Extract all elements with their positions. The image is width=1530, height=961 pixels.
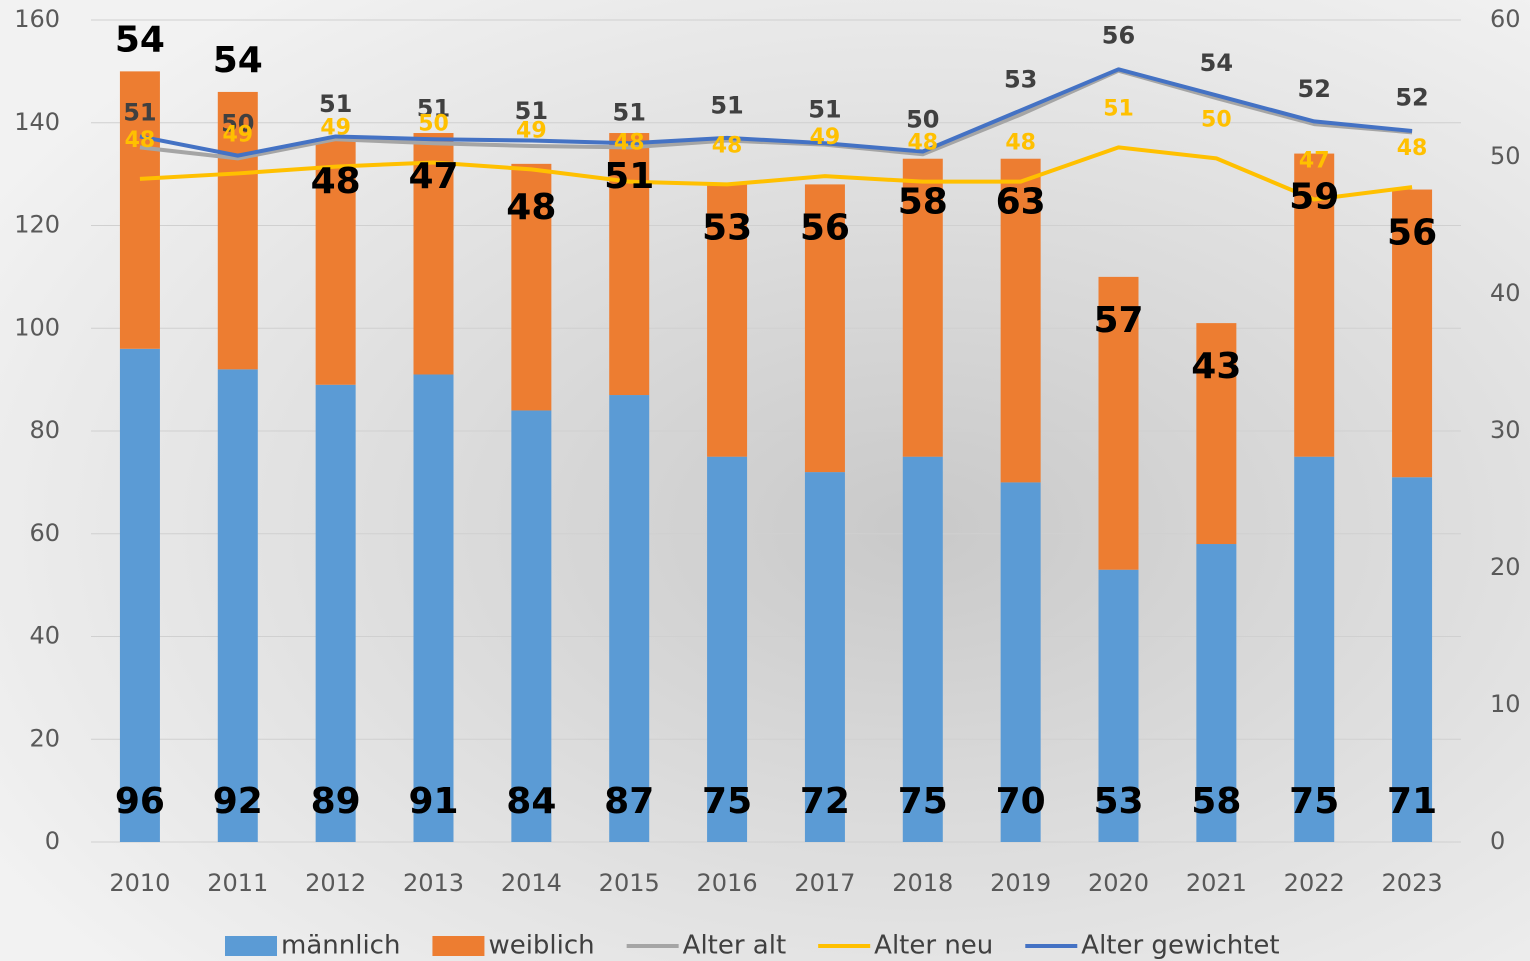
y-tick-label: 40 [29,622,60,650]
y-tick-label: 60 [29,519,60,547]
x-tick-label: 2021 [1186,869,1247,897]
line-label: 51 [808,96,841,124]
bar-label: 84 [506,781,556,822]
line-label: 51 [710,92,743,120]
bar-label: 89 [311,781,361,822]
line-label: 48 [907,131,938,156]
x-tick-label: 2015 [599,869,660,897]
legend-swatch [432,936,484,956]
bar-label: 43 [1191,346,1241,387]
line-label: 49 [516,118,547,143]
x-tick-label: 2012 [305,869,366,897]
x-tick-label: 2017 [794,869,855,897]
line-label: 49 [810,125,841,150]
bar-label: 56 [1387,213,1437,254]
x-tick-label: 2020 [1088,869,1149,897]
bar-label: 53 [702,207,752,248]
y-tick-label: 160 [14,5,60,33]
bar-label: 72 [800,781,850,822]
y2-tick-label: 0 [1490,827,1505,855]
line-label: 47 [1299,148,1330,173]
y-tick-label: 100 [14,313,60,341]
y2-tick-label: 60 [1490,5,1521,33]
x-tick-label: 2013 [403,869,464,897]
x-tick-label: 2018 [892,869,953,897]
bar-label: 75 [1289,781,1339,822]
bar [511,410,551,842]
line-label: 51 [319,90,352,118]
y2-tick-label: 30 [1490,416,1521,444]
bar-label: 54 [213,40,263,81]
bar-label: 57 [1093,300,1143,341]
line-label: 51 [1103,96,1134,121]
bar [414,374,454,842]
x-tick-label: 2022 [1284,869,1345,897]
line-label: 48 [125,128,156,153]
bar [218,369,258,842]
bar-label: 58 [1191,781,1241,822]
bar [120,349,160,842]
y-tick-label: 120 [14,211,60,239]
legend-label: weiblich [488,931,594,961]
y-tick-label: 0 [45,827,60,855]
x-tick-label: 2023 [1382,869,1443,897]
line-label: 48 [712,133,743,158]
bar-label: 70 [996,781,1046,822]
line-label: 50 [418,111,449,136]
x-tick-label: 2011 [207,869,268,897]
bar-label: 48 [311,161,361,202]
bar-label: 75 [898,781,948,822]
line-label: 56 [1102,22,1135,50]
line-label: 51 [123,98,156,126]
x-tick-label: 2010 [109,869,170,897]
x-tick-label: 2014 [501,869,562,897]
y2-tick-label: 40 [1490,279,1521,307]
line-label: 48 [1397,136,1428,161]
y-tick-label: 20 [29,724,60,752]
bar [609,395,649,842]
legend-label: männlich [281,931,400,961]
legend-label: Alter gewichtet [1081,931,1279,961]
y2-tick-label: 50 [1490,142,1521,170]
bar-label: 56 [800,207,850,248]
line-label: 49 [222,122,253,147]
legend-label: Alter neu [874,931,993,961]
bar [316,385,356,842]
line-label: 52 [1298,75,1331,103]
bar-label: 91 [408,781,458,822]
bar-label: 87 [604,781,654,822]
y2-tick-label: 10 [1490,690,1521,718]
bar-label: 92 [213,781,263,822]
bar-label: 51 [604,156,654,197]
y-tick-label: 80 [29,416,60,444]
bar-label: 63 [996,182,1046,223]
bar-label: 71 [1387,781,1437,822]
bar-label: 58 [898,182,948,223]
chart: 0 20 40 60 80 100 120 140 160 0 10 20 30 40 50 60 2010 20… [0,0,1530,961]
bar-label: 96 [115,781,165,822]
bar-label: 54 [115,19,165,60]
line-label: 51 [613,98,646,126]
bar-label: 59 [1289,177,1339,218]
bar-label: 53 [1093,781,1143,822]
line-label: 50 [906,105,939,133]
line-label: 52 [1395,83,1428,111]
line-label: 54 [1200,49,1233,77]
bar-label: 48 [506,187,556,228]
line-label: 50 [1201,107,1232,132]
line-label: 49 [320,116,351,141]
y2-tick-label: 20 [1490,553,1521,581]
bar-label: 47 [408,156,458,197]
line-label: 48 [614,131,645,156]
x-tick-label: 2019 [990,869,1051,897]
line-label: 53 [1004,66,1037,94]
legend-label: Alter alt [683,931,787,961]
legend-swatch [225,936,277,956]
y-tick-label: 140 [14,108,60,136]
bar-label: 75 [702,781,752,822]
x-tick-label: 2016 [697,869,758,897]
line-label: 48 [1005,131,1036,156]
